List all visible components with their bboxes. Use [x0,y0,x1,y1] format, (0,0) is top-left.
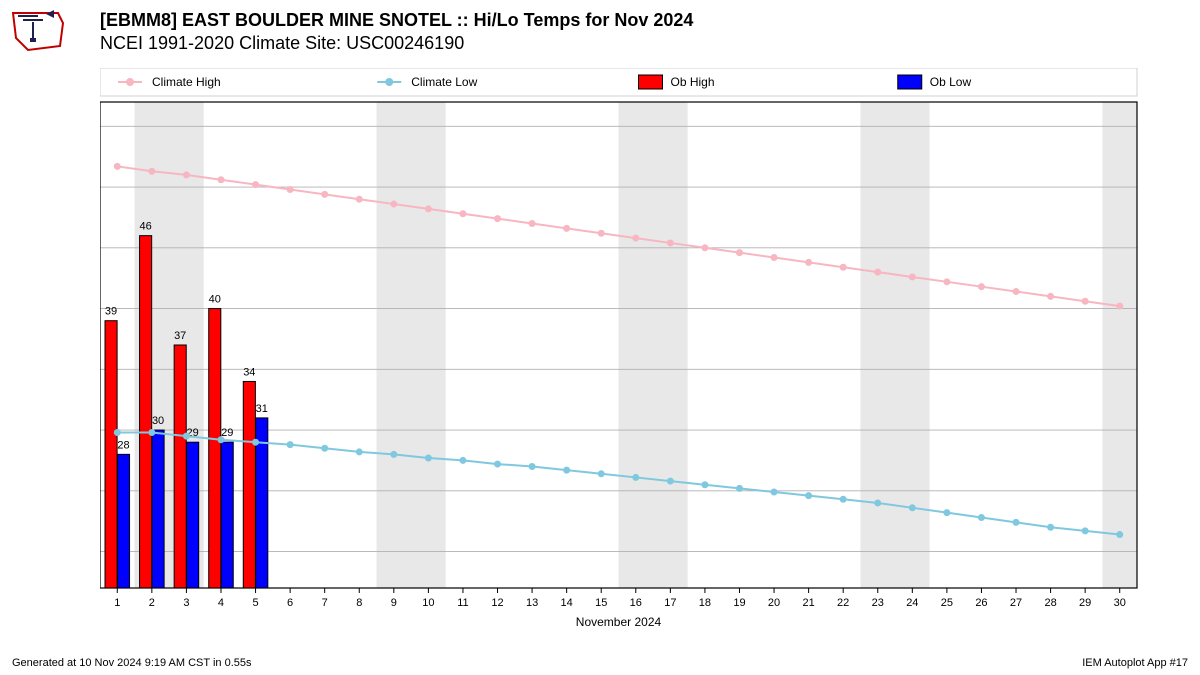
svg-text:22: 22 [837,597,849,609]
svg-text:November 2024: November 2024 [576,615,662,629]
svg-text:21: 21 [802,597,814,609]
svg-text:13: 13 [526,597,538,609]
footer-appname: IEM Autoplot App #17 [1082,657,1188,669]
svg-text:37: 37 [174,330,186,342]
svg-text:30: 30 [152,415,164,427]
svg-text:2: 2 [149,597,155,609]
svg-text:27: 27 [1010,597,1022,609]
svg-text:25: 25 [941,597,953,609]
svg-text:12: 12 [491,597,503,609]
svg-text:18: 18 [699,597,711,609]
svg-text:Ob High: Ob High [671,75,715,89]
temperature-chart: Climate HighClimate LowOb HighOb Low2025… [100,68,1145,638]
footer-generated: Generated at 10 Nov 2024 9:19 AM CST in … [12,657,252,669]
svg-text:16: 16 [630,597,642,609]
svg-text:4: 4 [218,597,224,609]
svg-text:39: 39 [105,306,117,318]
svg-text:11: 11 [457,597,468,609]
svg-text:31: 31 [256,403,268,415]
svg-text:15: 15 [595,597,607,609]
svg-text:28: 28 [117,439,129,451]
svg-text:30: 30 [1114,597,1126,609]
chart-title-line2: NCEI 1991-2020 Climate Site: USC00246190 [100,33,693,54]
svg-text:Climate High: Climate High [152,75,221,89]
svg-text:1: 1 [114,597,120,609]
svg-text:29: 29 [1079,597,1091,609]
svg-text:19: 19 [733,597,745,609]
svg-text:8: 8 [356,597,362,609]
svg-text:14: 14 [561,597,573,609]
svg-text:28: 28 [1044,597,1056,609]
svg-text:7: 7 [322,597,328,609]
svg-text:23: 23 [872,597,884,609]
svg-text:26: 26 [975,597,987,609]
svg-text:17: 17 [664,597,676,609]
svg-text:6: 6 [287,597,293,609]
svg-text:46: 46 [140,221,152,233]
svg-text:Climate Low: Climate Low [411,75,477,89]
chart-title-line1: [EBMM8] EAST BOULDER MINE SNOTEL :: Hi/L… [100,10,693,31]
chart-header: [EBMM8] EAST BOULDER MINE SNOTEL :: Hi/L… [100,10,693,54]
svg-text:3: 3 [183,597,189,609]
svg-text:40: 40 [209,294,221,306]
svg-text:24: 24 [906,597,918,609]
svg-text:34: 34 [243,366,255,378]
svg-text:Ob Low: Ob Low [930,75,972,89]
svg-text:5: 5 [252,597,258,609]
iem-logo [8,8,68,59]
svg-text:10: 10 [422,597,434,609]
svg-text:20: 20 [768,597,780,609]
svg-text:9: 9 [391,597,397,609]
